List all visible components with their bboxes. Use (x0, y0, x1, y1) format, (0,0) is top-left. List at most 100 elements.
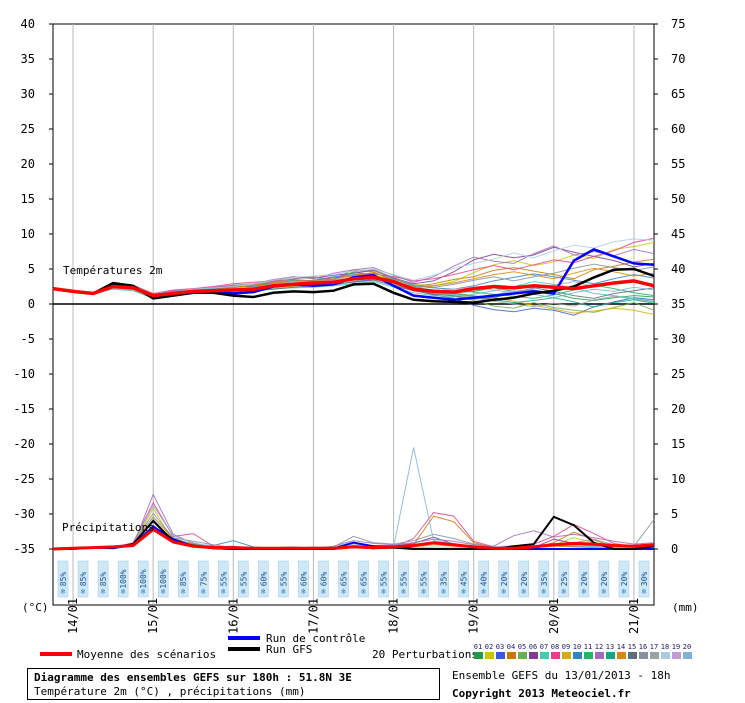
pert-number: 15 (628, 643, 636, 651)
left-tick-label: -35 (13, 542, 35, 556)
left-tick-label: -25 (13, 472, 35, 486)
snowflake-icon: ❄ (481, 587, 486, 596)
snow-probability: 35% (540, 572, 549, 587)
snow-cell (578, 560, 590, 598)
pert-swatch (518, 652, 527, 659)
snow-probability: 20% (520, 572, 529, 587)
pert-number: 03 (496, 643, 504, 651)
date-label: 21/01 (627, 598, 641, 634)
snow-probability: 35% (440, 572, 449, 587)
pert-swatch (650, 652, 659, 659)
left-tick-label: -20 (13, 437, 35, 451)
pert-number: 20 (683, 643, 691, 651)
snow-cell (638, 560, 650, 598)
snow-probability: 20% (600, 572, 609, 587)
credits: Ensemble GEFS du 13/01/2013 - 18h Copyri… (452, 667, 671, 703)
snowflake-icon: ❄ (141, 587, 146, 596)
left-tick-label: -10 (13, 367, 35, 381)
date-axis: 14/01 15/01 16/01 17/01 18/01 19/01 20/01 21/01 (66, 598, 641, 634)
snow-cell (498, 560, 509, 598)
grid (52, 23, 655, 606)
snow-probability: 85% (179, 572, 188, 587)
pert-number: 16 (639, 643, 647, 651)
pert-swatch (573, 652, 582, 659)
snowflake-icon: ❄ (361, 587, 366, 596)
snowflake-icon: ❄ (401, 587, 406, 596)
snowflake-icon: ❄ (301, 587, 306, 596)
left-tick-label: 10 (21, 227, 35, 241)
left-tick-label: -30 (13, 507, 35, 521)
snow-probability: 60% (319, 572, 328, 587)
snow-probability: 20% (620, 572, 629, 587)
snowflake-icon: ❄ (622, 587, 627, 596)
pert-swatch (529, 652, 538, 659)
pert-swatch (617, 652, 626, 659)
right-tick-label: 15 (671, 437, 685, 451)
snow-probability: 55% (400, 572, 409, 587)
snow-probability: 30% (640, 572, 649, 587)
pert-number: 06 (529, 643, 537, 651)
pert-swatch (595, 652, 604, 659)
right-tick-label: 40 (671, 262, 685, 276)
snow-cell (157, 560, 169, 598)
run-label: Ensemble GEFS du 13/01/2013 - 18h (452, 669, 671, 682)
pert-number: 04 (507, 643, 515, 651)
legend-gfs-label: Run GFS (266, 643, 312, 656)
snow-probability: 20% (500, 572, 509, 587)
snow-probability-row: 85%❄85%❄85%❄100%❄100%❄100%❄85%❄75%❄55%❄5… (57, 560, 650, 598)
snowflake-icon: ❄ (541, 587, 546, 596)
pert-swatch (474, 652, 483, 659)
snow-cell (558, 560, 570, 598)
pert-number: 01 (474, 643, 482, 651)
snow-probability: 100% (159, 569, 168, 588)
snow-probability: 100% (139, 569, 148, 588)
snow-cell (338, 560, 349, 598)
snowflake-icon: ❄ (181, 587, 186, 596)
date-label: 20/01 (547, 598, 561, 634)
left-tick-label: 0 (28, 297, 35, 311)
snowflake-icon: ❄ (441, 587, 446, 596)
snow-cell (278, 560, 289, 598)
date-label: 17/01 (306, 598, 320, 634)
right-tick-label: 60 (671, 122, 685, 136)
snow-cell (177, 560, 189, 598)
pert-swatch (606, 652, 615, 659)
snow-cell (518, 560, 530, 598)
snowflake-icon: ❄ (81, 587, 86, 596)
snow-cell (618, 560, 630, 598)
snowflake-icon: ❄ (581, 587, 586, 596)
temp-gfs-line (52, 267, 655, 304)
snowflake-icon: ❄ (642, 587, 647, 596)
snow-probability: 100% (119, 569, 128, 588)
right-tick-label: 25 (671, 367, 685, 381)
pert-number: 08 (551, 643, 559, 651)
temperature-section-label: Températures 2m (63, 264, 163, 277)
pert-number: 05 (518, 643, 526, 651)
pert-swatch (507, 652, 516, 659)
pert-number: 09 (562, 643, 570, 651)
pert-swatch (683, 652, 692, 659)
right-tick-label: 55 (671, 157, 685, 171)
snow-cell (258, 560, 269, 598)
right-tick-label: 35 (671, 297, 685, 311)
pert-number: 07 (540, 643, 548, 651)
snow-cell (77, 560, 89, 598)
snow-cell (538, 560, 550, 598)
snow-probability: 55% (420, 572, 429, 587)
snow-cell (57, 560, 69, 598)
precip-perturbation-line (52, 493, 655, 550)
snow-probability: 55% (380, 572, 389, 587)
snowflake-icon: ❄ (341, 587, 346, 596)
snow-probability: 85% (79, 572, 88, 587)
pert-swatch (584, 652, 593, 659)
date-label: 16/01 (226, 598, 240, 634)
pert-swatch (672, 652, 681, 659)
snow-probability: 85% (59, 572, 68, 587)
legend-perturbations-label: 20 Perturbations (372, 648, 478, 661)
pert-number: 14 (617, 643, 625, 651)
snow-cell (238, 560, 249, 598)
left-tick-label: -15 (13, 402, 35, 416)
left-tick-label: 30 (21, 87, 35, 101)
legend: Run de contrôle Run GFS Moyenne des scén… (40, 632, 692, 661)
snowflake-icon: ❄ (121, 587, 126, 596)
